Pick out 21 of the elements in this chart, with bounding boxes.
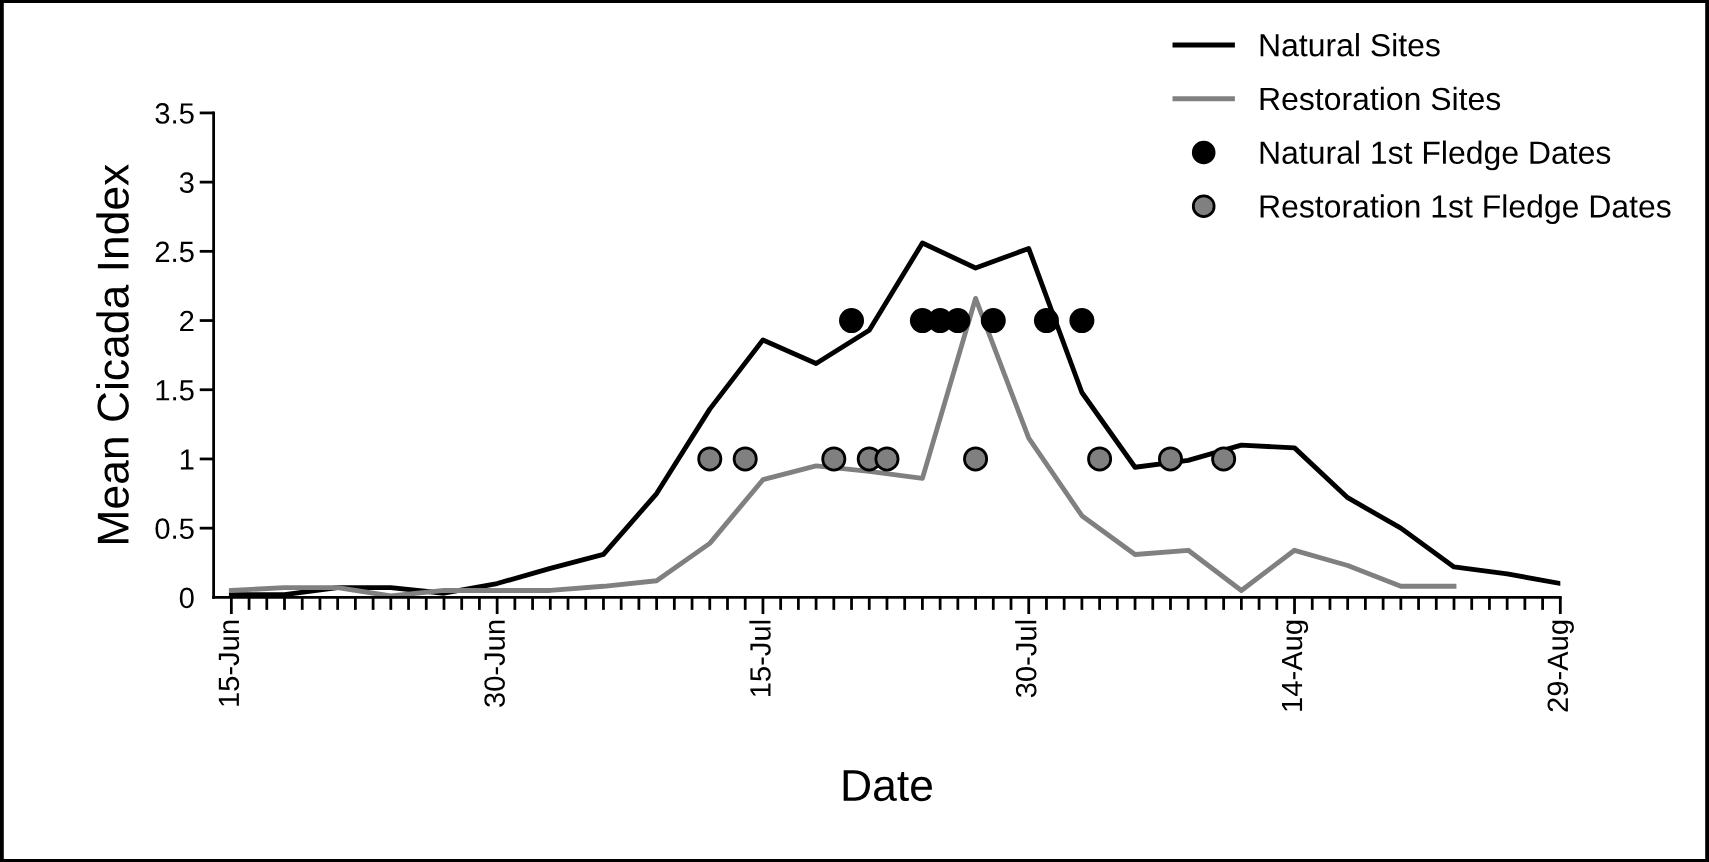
- line-series: [228, 295, 1457, 598]
- y-tick-label: 3: [179, 172, 194, 193]
- x-tick-label: 29-Aug: [1547, 620, 1574, 712]
- legend-label: Restoration Sites: [1260, 86, 1501, 111]
- legend-label: Natural 1st Fledge Dates: [1260, 140, 1611, 171]
- legend-label: Natural Sites: [1260, 33, 1440, 57]
- x-tick-label: 14-Aug: [1282, 620, 1309, 711]
- y-tick-label: 3.5: [155, 103, 194, 124]
- y-tick-label: 0.5: [155, 518, 194, 540]
- y-tick-label: 0: [179, 587, 194, 609]
- x-axis-title: Date: [843, 770, 932, 802]
- y-axis-title: Mean Cicada Index: [96, 164, 129, 543]
- y-tick-label: 1: [180, 449, 194, 470]
- x-tick-label: 30-Jun: [484, 620, 505, 707]
- legend-label: Restoration 1st Fledge Dates: [1260, 194, 1671, 225]
- x-tick-label: 15-Jul: [749, 620, 771, 697]
- x-tick-label: 15-Jun: [218, 620, 240, 706]
- y-tick-label: 2: [180, 310, 194, 332]
- y-tick-label: 1.5: [156, 380, 194, 401]
- y-tick-label: 2.5: [155, 241, 194, 263]
- x-tick-label: 30-Jul: [1015, 620, 1037, 698]
